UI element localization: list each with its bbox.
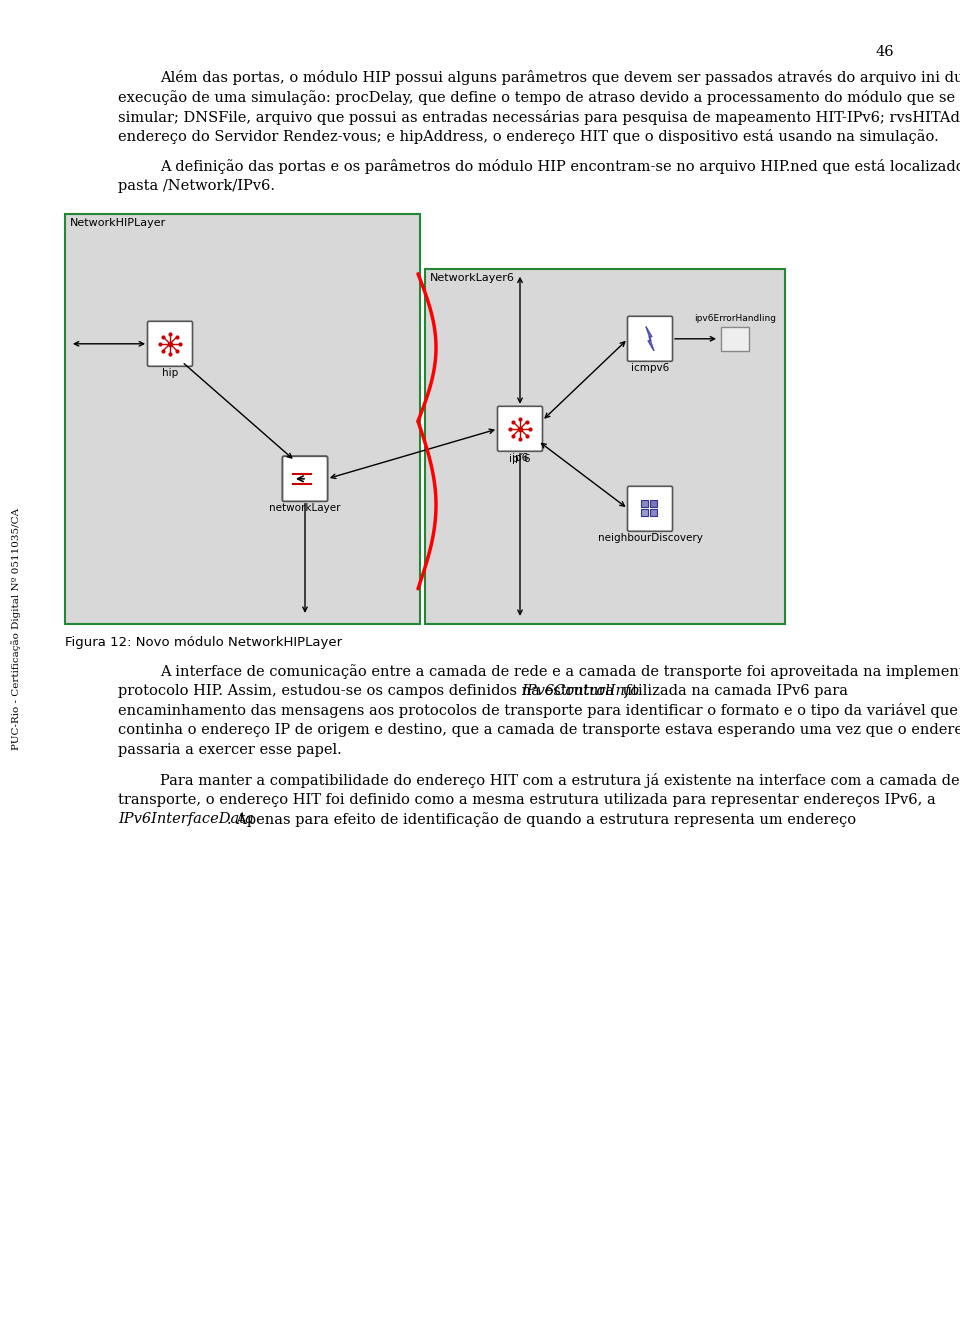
Text: A interface de comunicação entre a camada de rede e a camada de transporte foi a: A interface de comunicação entre a camad… xyxy=(160,664,960,679)
Text: IPv6ControlInfo: IPv6ControlInfo xyxy=(521,684,639,697)
Text: NetworkHIPLayer: NetworkHIPLayer xyxy=(70,217,166,228)
Bar xyxy=(425,269,785,623)
FancyBboxPatch shape xyxy=(497,406,542,451)
Text: 46: 46 xyxy=(876,45,895,59)
Text: ip6: ip6 xyxy=(512,453,528,463)
Bar xyxy=(65,214,420,623)
Text: ipv6ErrorHandling: ipv6ErrorHandling xyxy=(694,314,776,323)
Text: utilizada na camada IPv6 para: utilizada na camada IPv6 para xyxy=(617,684,848,697)
Text: hip: hip xyxy=(162,368,179,378)
Text: pasta /Network/IPv6.: pasta /Network/IPv6. xyxy=(118,179,275,192)
Text: execução de uma simulação: procDelay, que define o tempo de atraso devido a proc: execução de uma simulação: procDelay, qu… xyxy=(118,90,960,105)
Text: Além das portas, o módulo HIP possui alguns parâmetros que devem ser passados at: Além das portas, o módulo HIP possui alg… xyxy=(160,70,960,84)
Text: networkLayer: networkLayer xyxy=(269,502,341,513)
Text: protocolo HIP. Assim, estudou-se os campos definidos na estrutura: protocolo HIP. Assim, estudou-se os camp… xyxy=(118,684,619,697)
Text: passaria a exercer esse papel.: passaria a exercer esse papel. xyxy=(118,743,342,757)
Text: neighbourDiscovery: neighbourDiscovery xyxy=(597,532,703,543)
Text: simular; DNSFile, arquivo que possui as entradas necessárias para pesquisa de ma: simular; DNSFile, arquivo que possui as … xyxy=(118,109,960,125)
Bar xyxy=(641,500,648,507)
Text: Para manter a compatibilidade do endereço HIT com a estrutura já existente na in: Para manter a compatibilidade do endereç… xyxy=(160,772,960,788)
FancyBboxPatch shape xyxy=(282,456,327,501)
Polygon shape xyxy=(646,327,654,351)
Text: A definição das portas e os parâmetros do módulo HIP encontram-se no arquivo HIP: A definição das portas e os parâmetros d… xyxy=(160,159,960,174)
Text: transporte, o endereço HIT foi definido como a mesma estrutura utilizada para re: transporte, o endereço HIT foi definido … xyxy=(118,792,936,807)
FancyBboxPatch shape xyxy=(148,322,193,366)
Text: endereço do Servidor Rendez-vous; e hipAddress, o endereço HIT que o dispositivo: endereço do Servidor Rendez-vous; e hipA… xyxy=(118,129,939,145)
Bar xyxy=(721,327,749,351)
Text: . Apenas para efeito de identificação de quando a estrutura representa um endere: . Apenas para efeito de identificação de… xyxy=(228,812,856,828)
Text: IPv6InterfaceData: IPv6InterfaceData xyxy=(118,812,253,826)
Bar xyxy=(641,509,648,515)
Text: continha o endereço IP de origem e destino, que a camada de transporte estava es: continha o endereço IP de origem e desti… xyxy=(118,724,960,737)
FancyBboxPatch shape xyxy=(628,486,673,531)
Bar xyxy=(650,500,657,507)
FancyBboxPatch shape xyxy=(628,316,673,361)
Text: PUC-Rio - Certificação Digital Nº 0511035/CA: PUC-Rio - Certificação Digital Nº 051103… xyxy=(12,507,21,750)
Text: encaminhamento das mensagens aos protocolos de transporte para identificar o for: encaminhamento das mensagens aos protoco… xyxy=(118,704,958,718)
FancyBboxPatch shape xyxy=(282,456,327,501)
Text: NetworkLayer6: NetworkLayer6 xyxy=(430,273,515,283)
Text: icmpv6: icmpv6 xyxy=(631,362,669,373)
Text: ip´6: ip´6 xyxy=(509,453,531,464)
Bar xyxy=(650,509,657,515)
Text: Figura 12: Novo módulo NetworkHIPLayer: Figura 12: Novo módulo NetworkHIPLayer xyxy=(65,635,342,648)
